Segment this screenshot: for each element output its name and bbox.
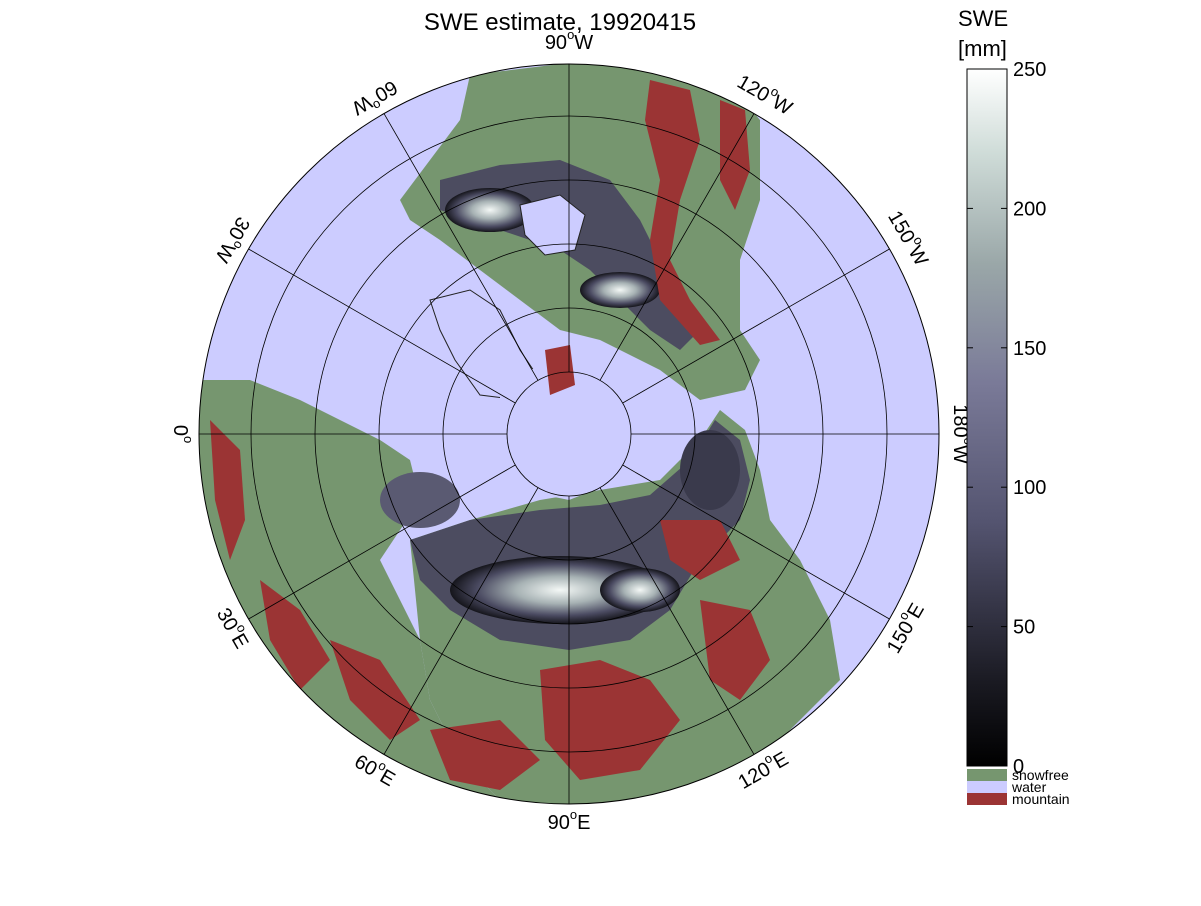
land-layer [199,64,840,804]
colorbar-ticks: 0 50 100 150 200 250 [967,59,1046,778]
swe-scandinavia [380,472,460,528]
colorbar: SWE [mm] 0 50 100 150 200 250 snowfreewatermo… [958,6,1070,807]
swe-na-peak-2 [580,272,660,308]
colorbar-tick-label: 150 [1013,338,1046,360]
swe-siberia-east [680,430,740,510]
meridian-line [383,113,539,381]
colorbar-tick-label: 200 [1013,198,1046,220]
polar-map: 90oW120oW150oW180oW150oE120oE90oE60oE30o… [169,27,976,834]
arctic-ocean-inner [500,360,640,500]
category-swatch-snowfree [967,769,1007,781]
longitude-label: 0o [169,425,196,443]
colorbar-tick-label: 0 [1013,756,1024,778]
meridian-line [248,248,516,404]
colorbar-tick-label: 50 [1013,617,1035,639]
category-label-mountain: mountain [1012,791,1070,807]
longitude-label: 90oW [545,27,593,54]
swe-na-peak [445,188,535,232]
colorbar-title-line1: SWE [958,6,1008,31]
meridian-line [383,487,539,755]
meridian-line [622,248,890,404]
meridian-line [599,487,755,755]
colorbar-gradient [966,68,1008,767]
map-boundary [198,63,940,805]
category-label-snowfree: snowfree [1012,767,1069,783]
map-title: SWE estimate, 19920415 [424,9,696,36]
colorbar-title-line2: [mm] [958,36,1007,61]
colorbar-tick-label: 250 [1013,59,1046,81]
longitude-label: 90oE [548,807,591,834]
meridian-line [248,464,516,620]
colorbar-tick-label: 100 [1013,477,1046,499]
category-label-water: water [1011,779,1047,795]
europe-land [199,380,500,800]
meridian-line [622,464,890,620]
mountain-patches [210,80,770,790]
category-swatch-mountain [967,793,1007,805]
category-swatch-water [967,781,1007,793]
graticule [199,64,939,804]
meridian-line [599,113,755,381]
